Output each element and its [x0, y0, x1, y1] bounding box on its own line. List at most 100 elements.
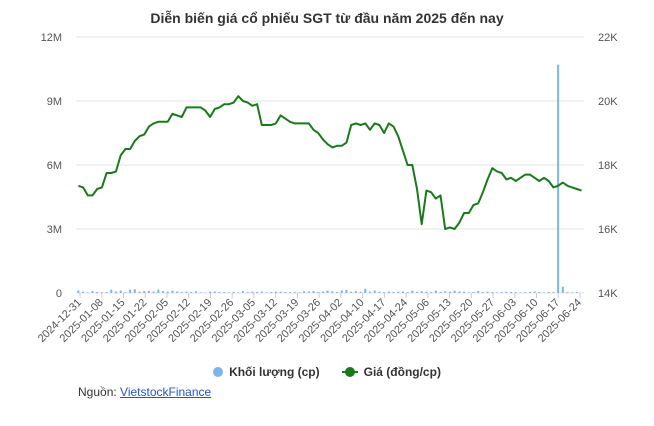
volume-bar: [481, 291, 484, 293]
volume-bar: [260, 291, 263, 293]
volume-bar: [86, 292, 89, 293]
legend-item-volume[interactable]: Khối lượng (cp): [213, 365, 320, 379]
volume-bar: [138, 291, 141, 293]
volume-bar: [458, 291, 461, 293]
volume-bar: [566, 292, 569, 293]
volume-bar: [194, 291, 197, 293]
volume-bar: [190, 291, 193, 293]
volume-bar: [209, 291, 212, 293]
volume-bar: [303, 291, 306, 293]
y-left-tick-label: 6M: [47, 160, 62, 172]
volume-bar: [364, 288, 367, 293]
volume-bar: [331, 291, 334, 293]
volume-bars: [77, 64, 578, 293]
volume-bar: [340, 290, 343, 293]
source-prefix: Nguồn:: [78, 385, 121, 399]
volume-bar: [354, 291, 357, 293]
volume-bar: [312, 291, 315, 293]
volume-bar: [387, 291, 390, 293]
volume-bar: [237, 292, 240, 293]
x-axis: 2024-12-312025-01-082025-01-152025-01-22…: [36, 293, 584, 345]
volume-bar: [199, 292, 202, 293]
volume-bar: [232, 291, 235, 293]
volume-bar: [495, 292, 498, 293]
volume-bar: [176, 291, 179, 293]
volume-bar: [514, 292, 517, 293]
volume-bar: [298, 292, 301, 293]
volume-bar: [486, 291, 489, 293]
y-axis-left: 0 3M 6M 9M 12M: [41, 32, 62, 300]
volume-bar: [129, 289, 132, 293]
volume-bar: [406, 292, 409, 293]
volume-bar: [185, 291, 188, 293]
volume-bar: [180, 292, 183, 293]
volume-bar: [519, 292, 522, 293]
volume-bar: [213, 291, 216, 293]
y-left-tick-label: 9M: [47, 96, 62, 108]
volume-bar: [270, 292, 273, 293]
volume-bar: [345, 289, 348, 293]
y-left-tick-label: 12M: [41, 32, 62, 44]
volume-bar: [143, 291, 146, 293]
legend-item-price[interactable]: Giá (đồng/cp): [341, 365, 441, 379]
volume-bar: [463, 291, 466, 293]
y-right-tick-label: 22K: [598, 32, 618, 44]
price-line: [78, 95, 582, 230]
volume-bar: [100, 292, 103, 293]
volume-bar: [307, 291, 310, 293]
volume-bar: [552, 292, 555, 293]
volume-bar: [105, 292, 108, 293]
legend: Khối lượng (cp) Giá (đồng/cp): [0, 365, 654, 379]
volume-bar: [166, 291, 169, 293]
volume-bar: [467, 292, 470, 293]
volume-bar: [524, 292, 527, 293]
volume-bar: [246, 292, 249, 293]
legend-volume-marker-icon: [213, 367, 224, 377]
volume-bar: [359, 291, 362, 293]
volume-bar: [434, 290, 437, 293]
volume-bar: [289, 292, 292, 293]
grid-lines: [76, 36, 584, 294]
volume-bar: [218, 292, 221, 293]
volume-bar: [397, 291, 400, 293]
y-right-tick-label: 14K: [598, 288, 618, 300]
y-left-tick-label: 0: [56, 288, 62, 300]
volume-bar: [538, 292, 541, 293]
volume-bar: [472, 291, 475, 293]
volume-bar: [114, 291, 117, 293]
volume-bar: [82, 291, 85, 293]
volume-bar: [411, 290, 414, 293]
volume-bar: [491, 292, 494, 293]
volume-bar: [293, 292, 296, 293]
volume-bar: [284, 291, 287, 293]
volume-bar: [265, 292, 268, 293]
volume-bar: [350, 291, 353, 293]
volume-bar: [152, 291, 155, 293]
volume-bar: [317, 292, 320, 293]
y-right-tick-label: 18K: [598, 160, 618, 172]
volume-bar: [500, 292, 503, 293]
volume-bar: [448, 291, 451, 293]
volume-bar: [96, 291, 99, 293]
volume-bar: [425, 291, 428, 293]
volume-bar: [336, 291, 339, 293]
source-link[interactable]: VietstockFinance: [120, 385, 212, 399]
volume-bar: [543, 292, 546, 293]
volume-bar: [274, 291, 277, 293]
y-left-tick-label: 3M: [47, 224, 62, 236]
volume-bar: [392, 291, 395, 293]
volume-bar: [124, 292, 127, 293]
volume-bar: [256, 291, 259, 293]
volume-bar: [223, 292, 226, 293]
volume-bar: [157, 289, 160, 293]
volume-bar: [171, 290, 174, 293]
volume-bar: [162, 291, 165, 293]
volume-bar: [321, 291, 324, 293]
volume-bar: [119, 290, 122, 293]
volume-bar: [547, 291, 550, 293]
volume-bar: [575, 292, 578, 293]
y-right-tick-label: 20K: [598, 96, 618, 108]
legend-price-label: Giá (đồng/cp): [363, 365, 441, 379]
volume-bar: [505, 291, 508, 293]
